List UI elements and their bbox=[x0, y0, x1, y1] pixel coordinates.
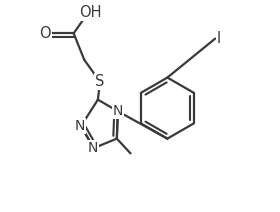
Text: OH: OH bbox=[79, 5, 102, 20]
Text: N: N bbox=[75, 119, 85, 133]
Text: I: I bbox=[217, 31, 221, 46]
Text: N: N bbox=[113, 104, 123, 118]
Text: O: O bbox=[39, 26, 51, 41]
Text: N: N bbox=[87, 141, 98, 155]
Text: S: S bbox=[95, 74, 105, 89]
